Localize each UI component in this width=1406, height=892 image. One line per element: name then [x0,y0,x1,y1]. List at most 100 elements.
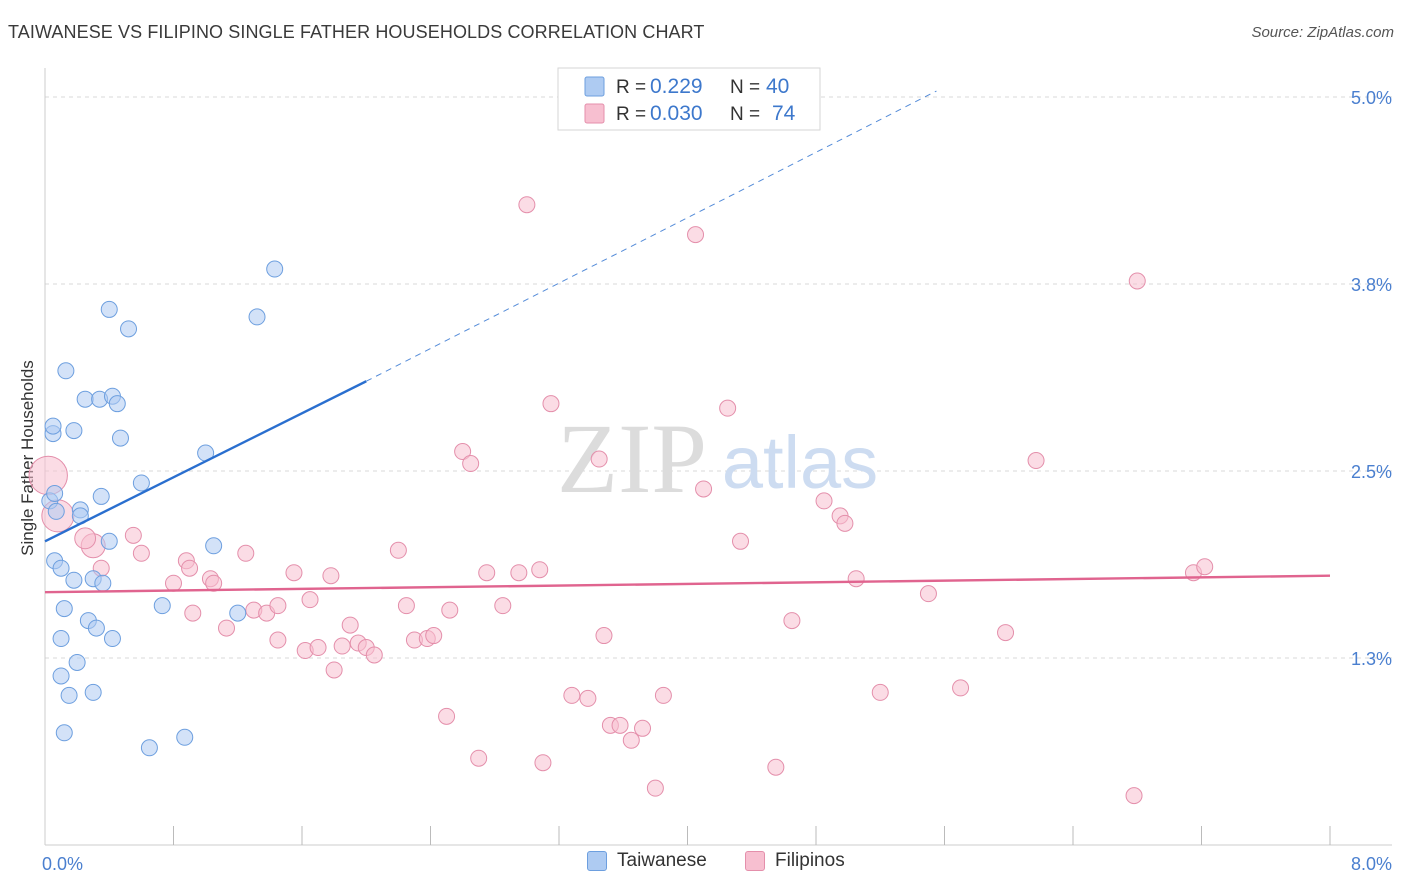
filipino-point-55 [646,779,664,797]
taiwanese-point-40 [229,604,247,622]
taiwanese-point-41 [248,308,266,326]
filipino-point-41 [494,597,512,615]
tick-labels: 1.3% 2.5% 3.8% 5.0% 0.0% 8.0% [42,88,1392,874]
filipino-point-52 [611,716,629,734]
y-tick-label-1: 2.5% [1351,462,1392,482]
filipino-point-49 [590,450,608,468]
grid-layer [45,96,1392,659]
filipino-point-57 [687,226,705,244]
filipino-point-63 [815,492,833,510]
legend-n-label-taiwanese: N = [730,77,760,98]
filipino-point-37 [454,443,472,461]
taiwanese-points [41,260,284,757]
filipino-point-56 [654,686,672,704]
filipino-point-42 [510,564,528,582]
filipino-point-38 [462,455,480,473]
filipino-point-50 [595,627,613,645]
legend-label-taiwanese: Taiwanese [617,850,707,871]
filipino-point-68 [919,585,937,603]
taiwanese-point-27 [100,300,118,318]
filipino-point-39 [470,749,488,767]
taiwanese-point-29 [103,630,121,648]
x-tick-label-1: 8.0% [1351,854,1392,874]
taiwanese-point-25 [94,574,112,592]
watermark-zip: ZIP [557,403,707,514]
source-credit: Source: ZipAtlas.com [1251,24,1394,41]
chart-title: TAIWANESE VS FILIPINO SINGLE FATHER HOUS… [8,22,705,42]
taiwanese-point-9 [52,667,70,685]
filipino-point-65 [836,514,854,532]
filipino-point-58 [695,480,713,498]
taiwanese-point-7 [57,362,75,380]
filipino-point-54 [634,719,652,737]
filipino-point-47 [563,686,581,704]
filipino-point-9 [181,559,199,577]
watermark: ZIP atlas [557,403,878,514]
filipino-point-59 [719,399,737,417]
taiwanese-trend-extension [366,90,937,382]
filipino-point-40 [478,564,496,582]
y-tick-label-3: 5.0% [1351,88,1392,108]
filipino-point-7 [165,574,182,592]
legend-item-filipino[interactable]: Filipinos [745,850,845,872]
y-tick-label-2: 3.8% [1351,275,1392,295]
filipino-point-14 [237,544,255,562]
filipino-point-66 [847,570,865,588]
filipino-point-6 [132,544,150,562]
taiwanese-point-22 [87,619,105,637]
filipino-point-46 [542,395,560,413]
filipino-point-48 [579,689,597,707]
taiwanese-point-26 [100,532,118,550]
taiwanese-point-13 [65,422,83,440]
filipino-point-21 [301,591,319,609]
legend-n-value-filipino: 74 [772,102,796,125]
filipino-point-22 [309,639,327,657]
taiwanese-point-14 [65,571,83,589]
filipino-point-25 [333,637,351,655]
filipino-point-71 [1027,452,1045,470]
taiwanese-point-24 [92,487,110,505]
taiwanese-point-11 [60,686,78,704]
filipino-point-62 [783,612,801,630]
taiwanese-point-36 [176,728,194,746]
legend-swatch-taiwanese [584,76,605,97]
filipino-point-69 [952,679,970,697]
legend-r-label-filipino: R = [616,104,646,125]
filipino-point-29 [365,646,383,664]
x-tick-label-0: 0.0% [42,854,83,874]
axis-layer [44,68,1392,846]
legend-r-value-filipino: 0.030 [650,102,703,125]
taiwanese-point-8 [52,630,70,648]
filipino-point-19 [285,564,303,582]
filipino-point-45 [534,754,552,772]
legend-correlation: R = 0.229 N = 40 R = 0.030 N = 74 [557,67,821,131]
legend-item-taiwanese[interactable]: Taiwanese [587,850,707,872]
legend-r-label-taiwanese: R = [616,77,646,98]
taiwanese-point-39 [205,537,223,555]
taiwanese-point-35 [153,597,171,615]
taiwanese-point-12 [55,724,73,742]
legend-series: Taiwanese Filipinos [0,850,1406,880]
filipino-point-13 [218,619,236,637]
taiwanese-point-33 [140,739,158,757]
filipino-point-10 [184,604,202,622]
filipino-point-36 [441,601,459,619]
legend-swatch-taiwanese-bottom [587,851,607,871]
filipino-point-43 [518,196,536,214]
filipino-point-26 [341,616,359,634]
legend-n-label-filipino: N = [730,104,760,125]
legend-swatch-filipino-bottom [745,851,765,871]
legend-r-value-taiwanese: 0.229 [650,75,703,98]
filipino-point-70 [997,624,1015,642]
filipino-point-61 [767,758,785,776]
taiwanese-point-10 [55,600,73,618]
legend-n-value-taiwanese: 40 [766,75,789,98]
legend-swatch-filipino [584,103,605,124]
taiwanese-point-30 [108,395,126,413]
taiwanese-point-4 [46,484,64,502]
filipino-point-24 [325,661,343,679]
filipino-point-53 [622,731,640,749]
filipino-trend-line [44,574,1331,594]
taiwanese-point-6 [52,559,70,577]
